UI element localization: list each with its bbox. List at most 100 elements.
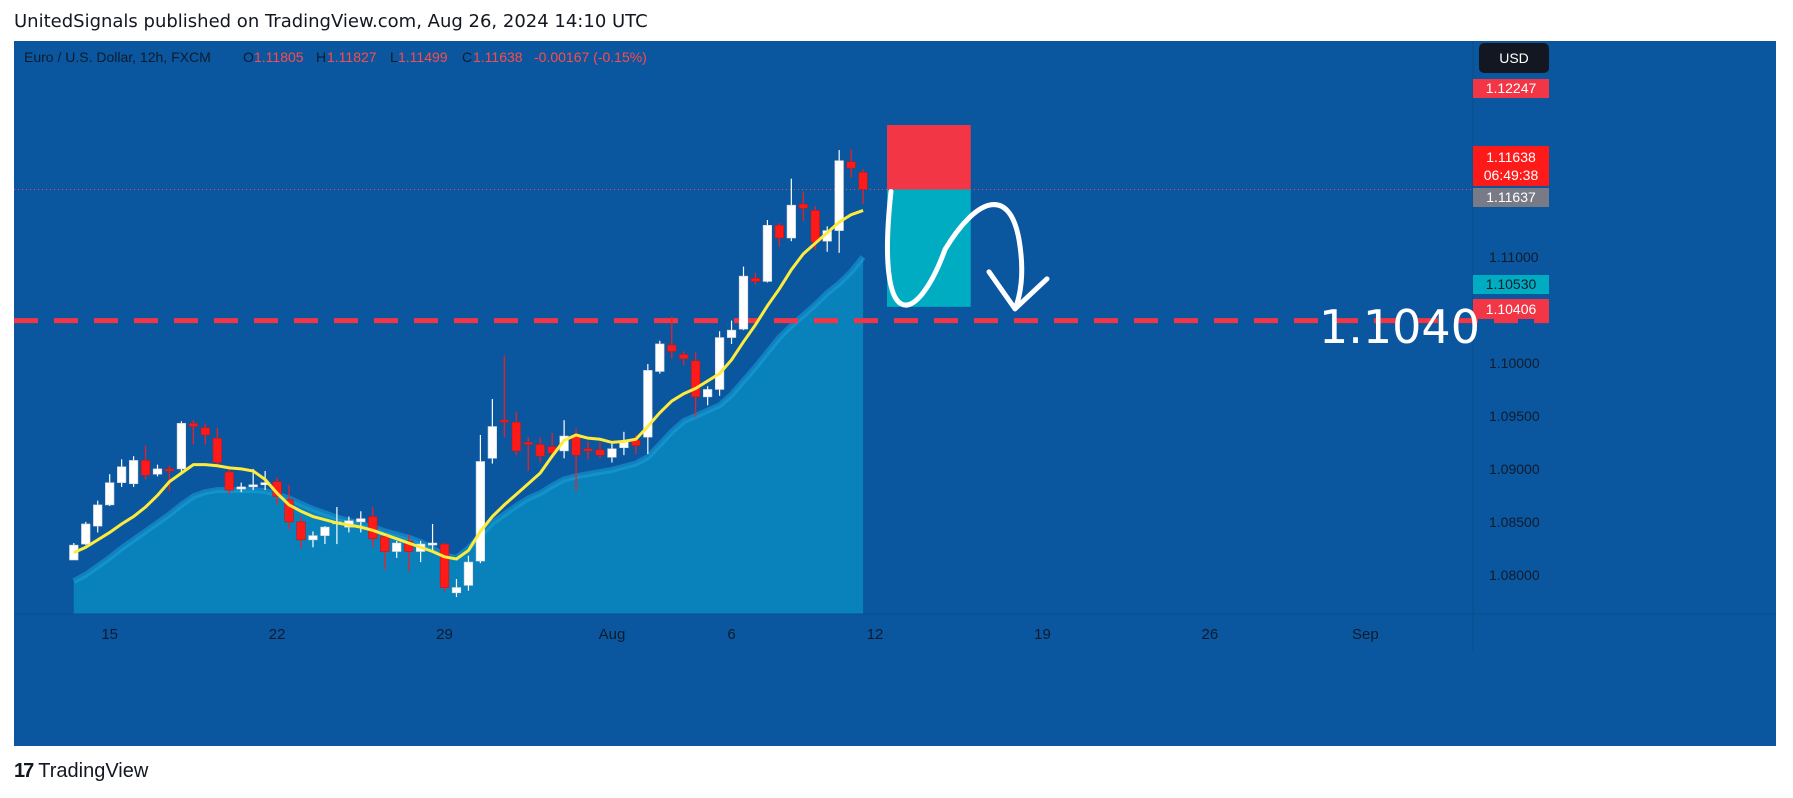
candles-layer — [69, 149, 868, 598]
time-tick-label: 22 — [269, 626, 286, 643]
candle-body[interactable] — [69, 544, 79, 561]
candle-body[interactable] — [212, 437, 222, 463]
candle-body[interactable] — [846, 161, 856, 169]
candle-body[interactable] — [667, 344, 677, 352]
time-tick-label: Aug — [599, 626, 626, 643]
tradingview-logo-icon: 17 — [14, 760, 34, 782]
candle-body[interactable] — [475, 461, 486, 562]
tradingview-branding[interactable]: 17 TradingView — [14, 760, 148, 783]
time-tick-label: Sep — [1352, 626, 1379, 643]
candle-body[interactable] — [392, 542, 402, 552]
fast-ma-line — [73, 209, 864, 561]
support-price-tag — [1473, 299, 1549, 319]
candle-body[interactable] — [691, 360, 701, 398]
candle-body[interactable] — [152, 468, 163, 475]
legend-high-value: 1.11827 — [327, 49, 377, 65]
chart-panel[interactable]: 1.120001.110001.100001.095001.090001.085… — [14, 41, 1776, 746]
legend-symbol: Euro / U.S. Dollar, 12h, FXCM — [24, 49, 211, 65]
candle-body[interactable] — [559, 435, 569, 452]
stop-price-tag — [1473, 79, 1549, 98]
candle-body[interactable] — [105, 482, 115, 506]
time-axis: 15 22 29 Aug 6 12 19 26 Sep — [14, 613, 1776, 643]
bid-price-tag — [1473, 188, 1549, 207]
take-profit-zone[interactable] — [887, 189, 971, 307]
bar-countdown-text: 06:49:38 — [1484, 167, 1539, 183]
candle-body[interactable] — [499, 419, 509, 423]
candle-body[interactable] — [140, 460, 151, 476]
candle-body[interactable] — [308, 535, 318, 541]
support-annotation-text: 1.1040 — [1319, 300, 1480, 354]
candle-body[interactable] — [368, 516, 378, 540]
candle-body[interactable] — [595, 449, 605, 456]
candle-body[interactable] — [571, 434, 581, 456]
candle-body[interactable] — [427, 542, 438, 546]
tradingview-wordmark: TradingView — [38, 760, 149, 782]
candle-body[interactable] — [535, 444, 545, 457]
stop-loss-zone[interactable] — [887, 124, 971, 190]
candle-body[interactable] — [858, 172, 868, 190]
support-price-text: 1.10406 — [1486, 301, 1537, 317]
legend-low-value: 1.11499 — [398, 49, 448, 65]
candle-body[interactable] — [607, 448, 617, 458]
candle-body[interactable] — [188, 423, 198, 427]
legend-open-label: O — [243, 49, 254, 65]
arrow-head-icon — [986, 269, 1050, 312]
candle-body[interactable] — [703, 389, 713, 398]
price-tick-label: 1.10000 — [1489, 355, 1540, 371]
candle-body[interactable] — [523, 442, 533, 445]
candle-body[interactable] — [463, 561, 474, 586]
candle-body[interactable] — [738, 275, 749, 330]
candle-body[interactable] — [284, 499, 294, 523]
candle-body[interactable] — [404, 540, 414, 552]
candle-body[interactable] — [798, 203, 808, 209]
price-tick-label: 1.09000 — [1489, 461, 1540, 477]
legend-ohlc: O 1.11805 H 1.11827 L 1.11499 C 1.11638 … — [243, 49, 647, 65]
candle-body[interactable] — [200, 427, 210, 436]
legend-high-label: H — [316, 49, 326, 65]
candle-body[interactable] — [451, 587, 462, 594]
candle-body[interactable] — [380, 536, 390, 552]
legend-change-value: -0.00167 (-0.15%) — [534, 49, 647, 65]
candlestick-chart[interactable]: 1.120001.110001.100001.095001.090001.085… — [14, 41, 1776, 746]
bid-price-text: 1.11637 — [1486, 189, 1536, 205]
candle-body[interactable] — [117, 466, 127, 483]
candle-body[interactable] — [714, 337, 725, 390]
short-position-tool — [885, 124, 1050, 312]
candle-body[interactable] — [655, 343, 665, 372]
candle-body[interactable] — [320, 526, 330, 536]
candle-body[interactable] — [176, 423, 187, 470]
candle-body[interactable] — [128, 460, 139, 485]
candle-body[interactable] — [643, 370, 653, 438]
target-price-tag — [1473, 275, 1549, 294]
currency-button-label[interactable]: USD — [1499, 50, 1529, 66]
candle-body[interactable] — [774, 224, 784, 239]
candle-body[interactable] — [356, 518, 366, 523]
moving-averages — [73, 209, 864, 561]
currency-button[interactable]: USD — [1479, 43, 1549, 73]
candle-body[interactable] — [224, 471, 234, 491]
candle-body[interactable] — [834, 160, 844, 231]
candle-body[interactable] — [762, 224, 773, 282]
candle-body[interactable] — [786, 204, 796, 239]
last-price-tag — [1473, 146, 1549, 186]
legend-low-label: L — [390, 49, 398, 65]
candle-body[interactable] — [296, 521, 306, 541]
target-price-text: 1.10530 — [1486, 276, 1537, 292]
candle-body[interactable] — [93, 504, 103, 527]
time-tick-label: 12 — [867, 626, 884, 643]
last-price-text: 1.11638 — [1486, 149, 1536, 165]
candle-body[interactable] — [248, 484, 258, 488]
candle-body[interactable] — [810, 210, 820, 243]
legend-close-label: C — [462, 49, 472, 65]
candle-body[interactable] — [81, 523, 91, 545]
price-tick-label: 1.08000 — [1489, 567, 1540, 583]
candle-body[interactable] — [750, 277, 761, 282]
candle-body[interactable] — [679, 354, 689, 360]
candle-body[interactable] — [487, 426, 497, 459]
candle-body[interactable] — [164, 468, 175, 472]
candle-body[interactable] — [439, 543, 450, 588]
candle-body[interactable] — [236, 486, 246, 490]
candle-body[interactable] — [511, 421, 521, 452]
candle-body[interactable] — [726, 329, 737, 338]
candle-body[interactable] — [583, 448, 593, 452]
